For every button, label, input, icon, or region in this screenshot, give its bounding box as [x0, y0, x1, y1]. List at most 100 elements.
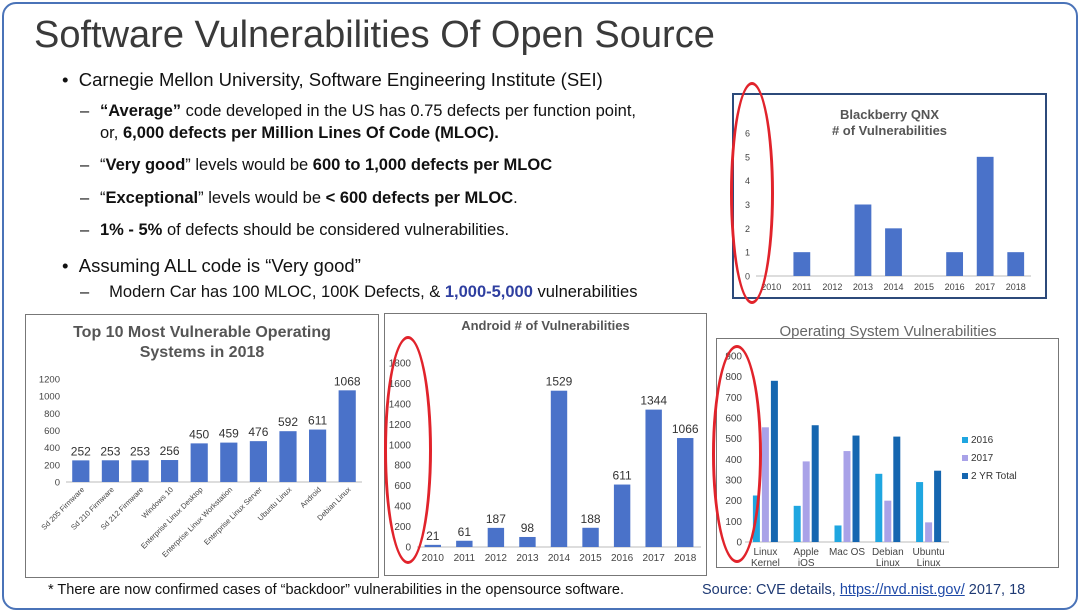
top10-bar — [279, 431, 297, 482]
top10-ytick-label: 400 — [44, 443, 60, 454]
os-bar — [852, 435, 860, 542]
qnx-bar — [976, 156, 994, 276]
sub-bullet-very-good: – “Very good” levels would be 600 to 1,00… — [80, 156, 553, 174]
very-good-quote-open: “ — [100, 156, 106, 174]
top10-data-label: 252 — [71, 444, 91, 458]
qnx-category-label: 2014 — [883, 282, 903, 292]
top10-ytick-label: 600 — [44, 426, 60, 437]
top10-ytick-label: 800 — [44, 409, 60, 420]
qnx-axis-ellipse — [730, 82, 774, 304]
android-data-label: 98 — [521, 521, 535, 535]
bullet-sei-text: Carnegie Mellon University, Software Eng… — [78, 69, 603, 90]
top10-bar — [249, 441, 267, 482]
top10-ytick-label: 200 — [44, 460, 60, 471]
os-category-label: Apple — [793, 547, 819, 558]
android-category-label: 2012 — [485, 553, 508, 564]
source-line: Source: CVE details, https://nvd.nist.go… — [702, 582, 1025, 598]
android-category-label: 2017 — [643, 553, 666, 564]
qnx-chart-title: Blackberry QNX # of Vulnerabilities — [734, 107, 1045, 140]
android-data-label: 188 — [581, 512, 601, 526]
top10-data-label: 1068 — [334, 374, 361, 388]
os-category-label: Debian — [872, 547, 904, 558]
qnx-category-label: 2012 — [822, 282, 842, 292]
qnx-bar — [946, 252, 964, 276]
android-bar — [550, 390, 568, 547]
os-category-label: Linux — [753, 547, 777, 558]
average-text-2: or, — [100, 124, 123, 142]
top10-category-label: Enterprise Linux Server — [202, 485, 264, 547]
car-text-2: vulnerabilities — [532, 283, 638, 301]
percent-text: of defects should be considered vulnerab… — [162, 221, 510, 239]
very-good-label: Very good — [105, 156, 186, 174]
very-good-text: ” levels would be — [185, 156, 313, 174]
os-bar — [793, 505, 801, 542]
qnx-bar — [793, 252, 811, 276]
top10-bar — [161, 460, 179, 482]
top10-data-label: 459 — [219, 427, 239, 441]
average-label: “Average” — [100, 102, 182, 120]
source-link[interactable]: https://nvd.nist.gov/ — [839, 582, 965, 598]
top10-ytick-label: 1000 — [39, 392, 60, 403]
os-bar — [934, 470, 942, 542]
os-legend-label: 2 YR Total — [971, 471, 1017, 482]
os-legend-swatch — [962, 437, 968, 443]
android-data-label: 1344 — [640, 394, 667, 408]
os-category-label: iOS — [798, 558, 815, 567]
top10-data-label: 611 — [308, 414, 327, 428]
top10-data-label: 450 — [189, 427, 209, 441]
bullet-assuming: • Assuming ALL code is “Very good” — [62, 255, 361, 276]
os-category-label: Linux — [876, 558, 900, 567]
os-bar — [916, 482, 924, 542]
android-data-label: 1066 — [672, 422, 699, 436]
android-data-label: 1529 — [546, 375, 573, 389]
bullet-assuming-text: Assuming ALL code is “Very good” — [78, 255, 361, 276]
android-bar — [645, 409, 662, 547]
top10-bar — [190, 443, 208, 482]
top10-data-label: 253 — [100, 444, 120, 458]
os-bar — [925, 522, 933, 542]
top10-bar — [338, 390, 356, 482]
android-title-line-1: Android # of Vulnerabilities — [461, 318, 630, 333]
very-good-range: 600 to 1,000 defects per MLOC — [312, 156, 553, 174]
sub-bullet-exceptional: – “Exceptional” levels would be < 600 def… — [80, 189, 518, 207]
top10-data-label: 592 — [278, 415, 298, 429]
exceptional-quote-open: “ — [100, 189, 106, 207]
percent-label: 1% - 5% — [100, 221, 163, 239]
qnx-category-label: 2010 — [761, 282, 781, 292]
average-text: code developed in the US has 0.75 defect… — [181, 102, 636, 120]
android-category-label: 2018 — [674, 553, 697, 564]
slide-title: Software Vulnerabilities Of Open Source — [34, 14, 715, 56]
android-bar — [487, 527, 505, 547]
top10-bar — [131, 460, 149, 482]
os-axis-ellipse — [712, 345, 762, 563]
top10-bar — [309, 429, 327, 482]
os-legend-label: 2017 — [971, 453, 994, 464]
android-chart-title: Android # of Vulnerabilities — [385, 318, 706, 334]
qnx-bar — [1007, 252, 1025, 276]
os-bar — [834, 525, 842, 542]
qnx-category-label: 2015 — [914, 282, 934, 292]
os-legend-swatch — [962, 455, 968, 461]
qnx-title-line-2: # of Vulnerabilities — [831, 123, 948, 139]
android-bar — [582, 527, 599, 547]
os-bar — [811, 425, 819, 542]
qnx-category-label: 2017 — [975, 282, 995, 292]
os-category-label: Linux — [917, 558, 941, 567]
os-bar — [761, 427, 769, 542]
android-data-label: 611 — [613, 469, 632, 483]
android-bar — [456, 540, 473, 547]
source-prefix: Source: CVE details, — [702, 582, 840, 598]
qnx-category-label: 2011 — [792, 282, 811, 292]
top10-bar — [101, 460, 119, 482]
android-bar — [677, 438, 694, 547]
os-category-label: Kernel — [751, 558, 780, 567]
android-category-label: 2010 — [422, 553, 445, 564]
sub-bullet-percent: –1% - 5% of defects should be considered… — [80, 221, 510, 239]
exceptional-range: < 600 defects per MLOC — [325, 189, 514, 207]
android-bar — [424, 544, 441, 547]
os-legend-swatch — [962, 473, 968, 479]
average-mloc: 6,000 defects per Million Lines Of Code … — [122, 124, 499, 142]
